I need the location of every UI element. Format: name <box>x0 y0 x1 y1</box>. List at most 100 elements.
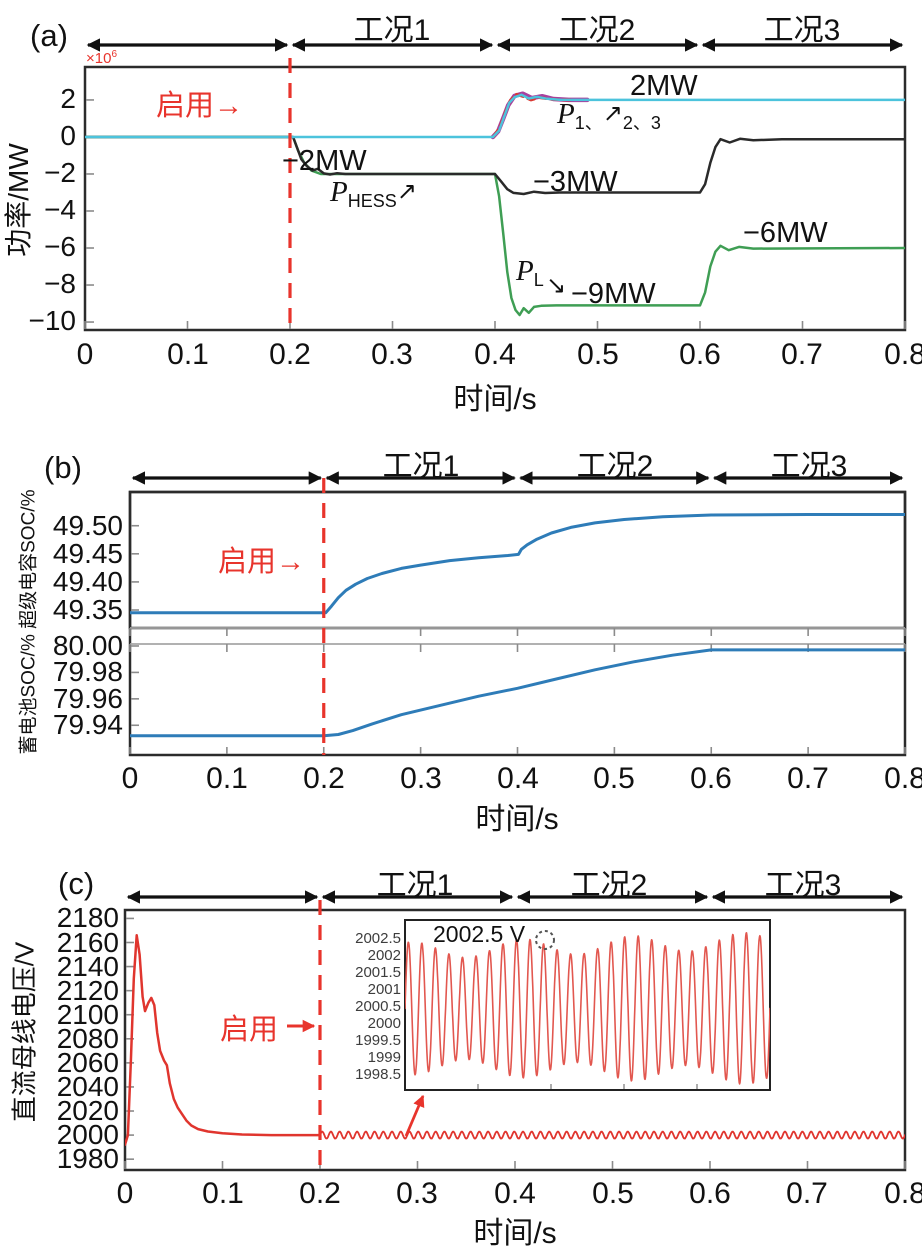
p123-symbol: P <box>557 98 575 130</box>
inset-pointer-arrow <box>404 1094 425 1137</box>
x-tick-label-b: 0.6 <box>690 762 732 795</box>
x-tick-label-c: 0.3 <box>396 1177 438 1210</box>
y-tick-label-c: 2060 <box>56 1047 119 1078</box>
x-tick-label-b: 0.1 <box>206 762 248 795</box>
series-supercap-soc <box>130 513 905 615</box>
x-tick-label-c: 0.2 <box>299 1177 341 1210</box>
y-tick-label-a: −8 <box>44 268 76 299</box>
scale-note-base: ×10 <box>86 50 112 67</box>
x-tick-label-a: 0.1 <box>167 338 209 371</box>
y-tick-label-a: −4 <box>44 194 76 225</box>
x-axis-label-c: 时间/s <box>473 1217 557 1250</box>
y-tick-label-c: 2000 <box>56 1119 119 1150</box>
series-vdc-ripple <box>319 1130 905 1140</box>
phase-label-c2: 工况2 <box>570 869 648 902</box>
axis-scale-note: ×106 <box>86 49 117 67</box>
inset-y-tick-label: 1999 <box>367 1049 401 1066</box>
x-tick-label-c: 0.6 <box>689 1177 731 1210</box>
arrow-se-icon: ↘ <box>546 272 567 299</box>
curve-label-phess: PHESS↗ <box>330 176 417 212</box>
y-tick-label-b-supercap: 49.45 <box>52 538 123 569</box>
x-axis-label-a: 时间/s <box>453 383 537 416</box>
enable-annotation-a: 启用→ <box>156 90 244 122</box>
value-label-m2mw: −2MW <box>282 145 367 177</box>
y-tick-label-b-battery: 80.00 <box>52 630 123 661</box>
inset-y-tick-label: 1998.5 <box>355 1066 401 1083</box>
value-label-m3mw: −3MW <box>533 166 618 198</box>
y-tick-label-c: 2160 <box>56 927 119 958</box>
enable-annotation-b: 启用→ <box>218 546 306 578</box>
x-tick-label-a: 0.3 <box>371 338 413 371</box>
value-label-2mw: 2MW <box>630 70 698 102</box>
x-tick-label-b: 0.5 <box>593 762 635 795</box>
y-tick-label-c: 2080 <box>56 1023 119 1054</box>
inset-y-tick-label: 2002 <box>367 947 401 964</box>
y-tick-label-b-supercap: 49.50 <box>52 510 123 541</box>
phase-label-a2: 工况2 <box>558 14 636 47</box>
panel-a-tag: (a) <box>30 18 68 53</box>
y-tick-label-a: −2 <box>44 157 76 188</box>
pl-symbol: P <box>516 255 534 287</box>
y-tick-label-b-supercap: 49.40 <box>52 566 123 597</box>
y-tick-label-b-battery: 79.98 <box>52 656 123 687</box>
series-battery-soc <box>130 648 905 738</box>
x-tick-label-a: 0.5 <box>577 338 619 371</box>
panel-b-tag: (b) <box>44 450 82 485</box>
y-tick-label-c: 2100 <box>56 999 119 1030</box>
series-PL <box>85 135 905 317</box>
phess-subscript: HESS <box>347 191 397 211</box>
p123-subscript-1: 1、 <box>574 113 603 133</box>
x-tick-label-c: 0.7 <box>786 1177 828 1210</box>
phess-symbol: P <box>330 176 348 208</box>
x-tick-label-a: 0.4 <box>474 338 516 371</box>
x-tick-label-c: 0 <box>116 1177 134 1210</box>
phase-label-a3: 工况3 <box>763 14 841 47</box>
y-tick-label-c: 2040 <box>56 1071 119 1102</box>
inset-y-tick-label: 2001.5 <box>355 964 401 981</box>
arrow-ne-icon: ↗ <box>602 100 623 127</box>
x-tick-label-b: 0.8 <box>884 762 922 795</box>
x-tick-label-a: 0.8 <box>884 338 922 371</box>
scale-note-exp: 6 <box>111 49 118 60</box>
y-tick-label-c: 2120 <box>56 975 119 1006</box>
x-tick-label-a: 0.2 <box>269 338 311 371</box>
phase-label-b3: 工况3 <box>770 450 848 483</box>
x-axis-label-b: 时间/s <box>475 803 559 836</box>
y-tick-label-b-supercap: 49.35 <box>52 594 123 625</box>
pl-subscript: L <box>533 270 544 290</box>
plot-frame-c <box>123 908 907 1172</box>
y-tick-label-c: 2020 <box>56 1095 119 1126</box>
dashed-circle-marker <box>535 930 555 950</box>
y-tick-label-b-battery: 79.94 <box>52 709 123 740</box>
y-tick-label-c: 2180 <box>56 902 119 933</box>
x-tick-label-b: 0.4 <box>497 762 539 795</box>
x-tick-label-b: 0.3 <box>400 762 442 795</box>
series-vdc-transient <box>125 934 322 1146</box>
y-tick-label-b-battery: 79.96 <box>52 683 123 714</box>
inset-y-tick-label: 2000 <box>367 1015 401 1032</box>
value-label-m6mw: −6MW <box>743 217 828 249</box>
y-tick-label-a: −6 <box>44 231 76 262</box>
phase-label-c1: 工况1 <box>376 869 454 902</box>
inset-y-tick-label: 2001 <box>367 981 401 998</box>
series-vdc-zoom-wave <box>405 932 770 1085</box>
y-tick-label-c: 1980 <box>56 1143 119 1174</box>
curve-label-p123: P1、↗2、3 <box>557 98 661 135</box>
y-tick-label-a: −10 <box>28 305 77 336</box>
x-tick-label-c: 0.1 <box>202 1177 244 1210</box>
phase-label-b1: 工况1 <box>382 450 460 483</box>
x-tick-label-b: 0 <box>121 762 139 795</box>
plot-frame-b <box>128 490 907 757</box>
inset-y-tick-label: 2000.5 <box>355 998 401 1015</box>
panel-c-tag: (c) <box>58 866 95 901</box>
x-tick-label-a: 0 <box>76 338 94 371</box>
y-tick-label-a: 2 <box>60 83 76 114</box>
arrow-ne-icon: ↗ <box>396 178 417 205</box>
y-tick-label-a: 0 <box>60 120 76 151</box>
x-tick-label-b: 0.7 <box>787 762 829 795</box>
x-tick-label-c: 0.8 <box>884 1177 922 1210</box>
x-tick-label-a: 0.6 <box>679 338 721 371</box>
inset-y-tick-label: 2002.5 <box>355 930 401 947</box>
